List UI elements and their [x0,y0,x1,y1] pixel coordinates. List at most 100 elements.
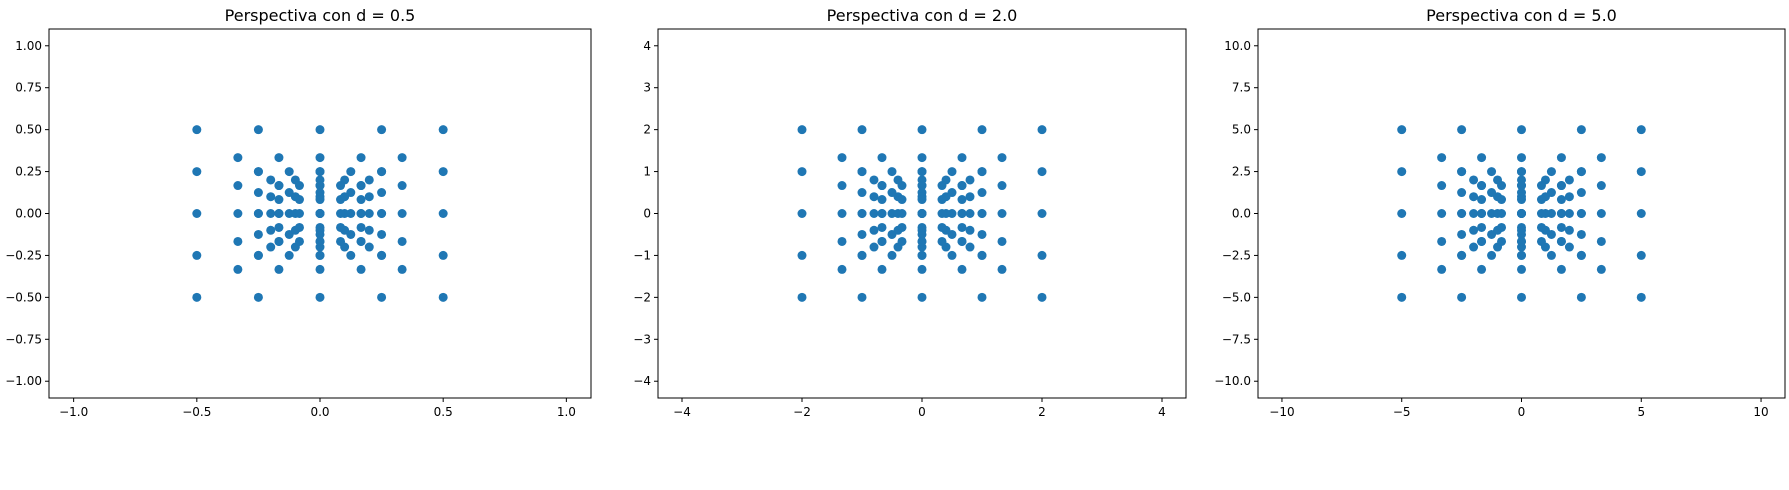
y-tick-label: −0.25 [5,248,42,262]
scatter-point [957,222,967,232]
scatter-point [977,125,987,135]
y-tick-label: −1.00 [5,374,42,388]
scatter-point [965,192,975,202]
scatter-point [356,153,366,163]
scatter-point [857,250,867,260]
x-tick-label: 0 [1518,405,1526,419]
x-tick-label: 0.5 [434,405,453,419]
scatter-point [1517,264,1526,274]
scatter-point [274,236,284,246]
scatter-point [837,181,847,191]
scatter-point [356,195,366,205]
scatter-point [1487,167,1497,177]
scatter-point [877,209,887,218]
scatter-point [1546,250,1556,260]
scatter-point [857,209,867,218]
scatter-point [346,167,356,177]
scatter-point [233,181,243,191]
scatter-point [233,209,243,218]
scatter-point [233,264,243,274]
scatter-point [1556,222,1566,232]
scatter-point [917,250,927,260]
scatter-point [1457,229,1467,239]
scatter-point [253,250,263,260]
scatter-point [266,175,276,185]
scatter-point [253,209,263,218]
scatter-point [837,153,847,163]
scatter-point [917,264,927,274]
scatter-point [1397,167,1407,177]
x-tick-label: −0.5 [182,405,211,419]
scatter-point [1437,264,1447,274]
scatter-point [346,250,356,260]
scatter-point [266,225,276,235]
scatter-point [1457,209,1467,218]
scatter-point [917,181,927,191]
scatter-point [438,209,448,218]
y-tick-label: −5.0 [1222,290,1251,304]
scatter-point [997,209,1007,218]
x-tick-label: −5 [1393,405,1411,419]
scatter-point [266,209,276,218]
scatter-point [797,250,807,260]
scatter-point [364,209,374,218]
scatter-point [977,188,987,198]
scatter-point [336,236,346,246]
scatter-point [397,181,407,191]
scatter-point [1556,181,1566,191]
scatter-point [364,242,374,252]
scatter-point [1037,209,1047,218]
scatter-point [356,236,366,246]
x-tick-label: 0 [918,405,926,419]
scatter-point [336,209,346,218]
scatter-point [917,167,927,177]
scatter-point [957,264,967,274]
subplot-d-5-0: Perspectiva con d = 5.0 −10 −5 0 5 10 −10.0 −7.… [1214,6,1786,419]
scatter-point [192,167,202,177]
scatter-point [1437,181,1447,191]
y-tick-label: −1 [633,248,651,262]
scatter-point [897,222,907,232]
scatter-series [1397,125,1646,302]
scatter-point [977,250,987,260]
scatter-point [192,292,202,302]
y-tick-label: 2 [643,123,651,137]
y-tick-label: 7.5 [1232,81,1251,95]
scatter-point [1469,225,1479,235]
scatter-point [887,250,897,260]
scatter-point [377,292,387,302]
scatter-point [1536,236,1546,246]
scatter-point [1477,236,1487,246]
scatter-series [797,125,1047,302]
scatter-point [1037,125,1047,135]
scatter-point [1397,209,1407,218]
scatter-point [917,222,927,232]
y-tick-label: 0.25 [15,165,42,179]
scatter-point [1517,181,1526,191]
y-tick-label: 0.0 [1232,207,1251,221]
scatter-point [315,167,325,177]
scatter-point [1517,195,1526,205]
scatter-point [364,175,374,185]
scatter-point [897,181,907,191]
scatter-point [1576,292,1586,302]
scatter-point [274,222,284,232]
scatter-point [1596,236,1606,246]
x-tick-label: 0.0 [310,405,329,419]
scatter-point [356,264,366,274]
y-tick-label: 1.00 [15,39,42,53]
scatter-point [1457,125,1467,135]
scatter-point [1437,209,1447,218]
scatter-point [274,209,284,218]
scatter-point [315,292,325,302]
scatter-point [253,229,263,239]
scatter-point [937,209,947,218]
scatter-point [1636,125,1646,135]
scatter-point [397,236,407,246]
subplot-d-0-5: Perspectiva con d = 0.5 −1.0 −0.5 0.0 0.5 1.0… [5,6,592,419]
scatter-point [336,181,346,191]
x-tick-label: −4 [673,405,691,419]
y-tick-label: −7.5 [1222,332,1251,346]
scatter-point [1596,181,1606,191]
scatter-point [336,222,346,232]
